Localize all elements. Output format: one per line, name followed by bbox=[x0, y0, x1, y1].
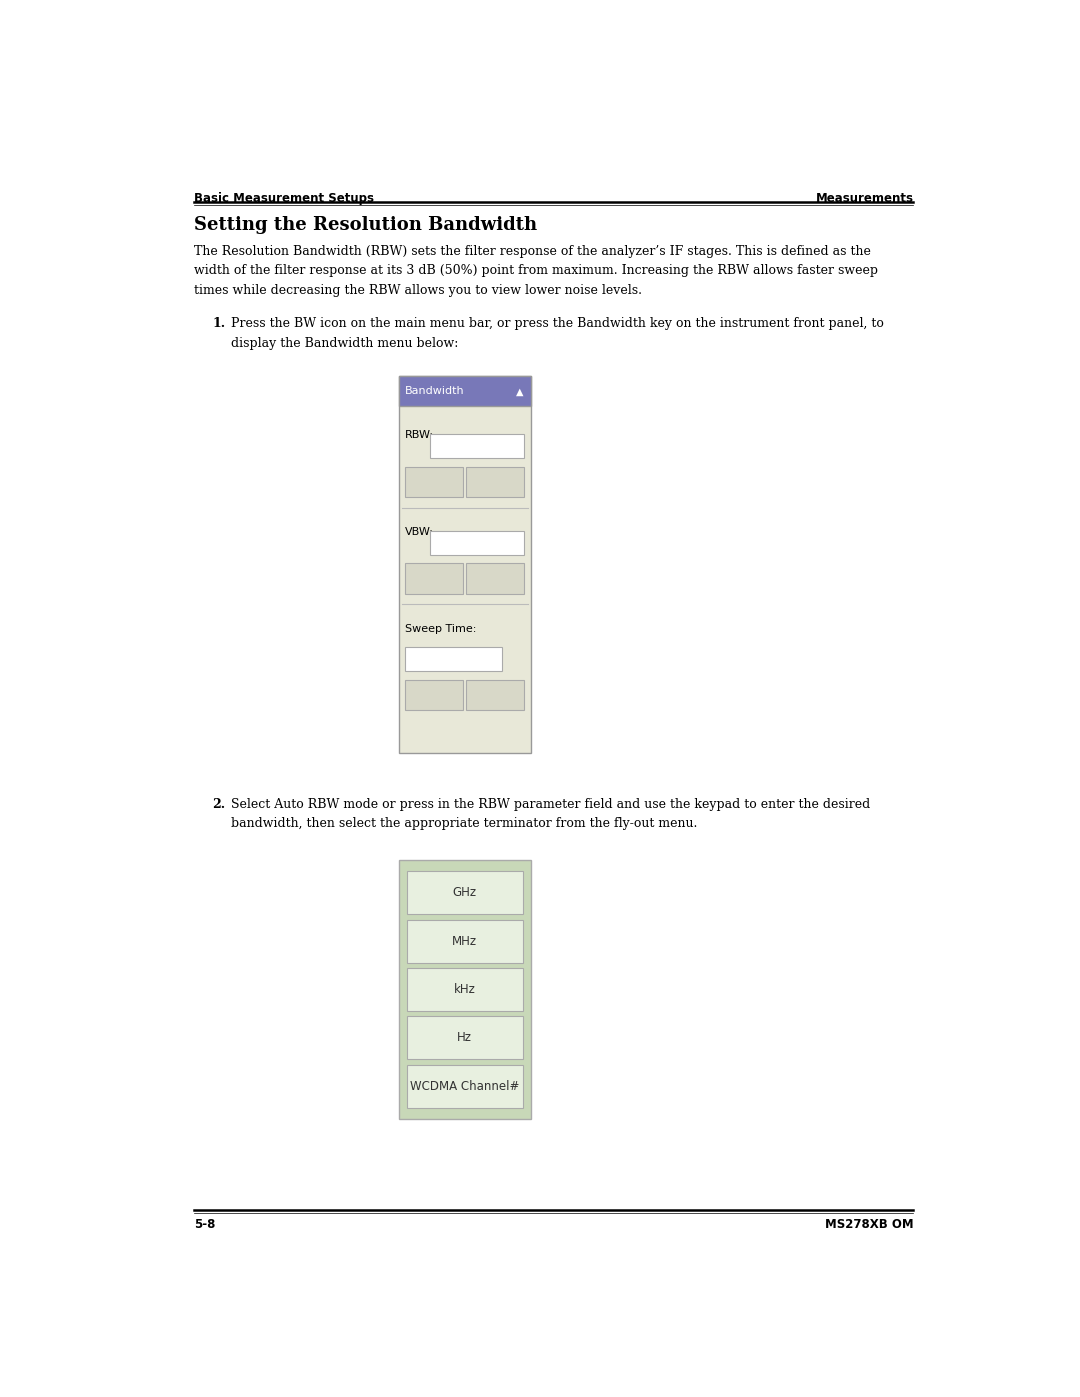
Text: Sweep Time:: Sweep Time: bbox=[405, 623, 476, 634]
Text: VBW:: VBW: bbox=[405, 527, 434, 536]
Bar bbox=[407, 919, 523, 963]
Text: 2.: 2. bbox=[212, 798, 225, 812]
Text: Auto: Auto bbox=[483, 574, 508, 584]
Text: bandwidth, then select the appropriate terminator from the fly-out menu.: bandwidth, then select the appropriate t… bbox=[231, 817, 698, 830]
Text: Manual: Manual bbox=[416, 690, 454, 700]
Bar bbox=[399, 861, 531, 1119]
Text: MHz: MHz bbox=[453, 935, 477, 947]
Text: Select Auto RBW mode or press in the RBW parameter field and use the keypad to e: Select Auto RBW mode or press in the RBW… bbox=[231, 798, 870, 812]
Text: Setting the Resolution Bandwidth: Setting the Resolution Bandwidth bbox=[193, 217, 537, 235]
Bar bbox=[405, 647, 501, 671]
Bar bbox=[467, 680, 524, 710]
Bar bbox=[405, 563, 463, 594]
Bar bbox=[407, 872, 523, 914]
Text: 3 MHz: 3 MHz bbox=[435, 538, 470, 548]
Bar bbox=[431, 434, 524, 458]
Text: ✓: ✓ bbox=[503, 682, 513, 696]
Bar bbox=[407, 1065, 523, 1108]
Text: Auto: Auto bbox=[483, 476, 508, 486]
Text: ✓: ✓ bbox=[503, 566, 513, 578]
Text: 3 MHz: 3 MHz bbox=[435, 441, 470, 451]
Text: Hz: Hz bbox=[457, 1031, 472, 1045]
Bar bbox=[405, 467, 463, 497]
Text: ✓: ✓ bbox=[503, 469, 513, 482]
Bar bbox=[467, 563, 524, 594]
Text: Manual: Manual bbox=[416, 476, 454, 486]
Bar bbox=[399, 376, 531, 407]
Text: display the Bandwidth menu below:: display the Bandwidth menu below: bbox=[231, 337, 459, 349]
Text: Manual: Manual bbox=[416, 574, 454, 584]
Bar bbox=[405, 680, 463, 710]
Text: ▲: ▲ bbox=[516, 387, 524, 397]
Bar bbox=[467, 467, 524, 497]
Text: GHz: GHz bbox=[453, 886, 477, 900]
Text: Auto: Auto bbox=[483, 690, 508, 700]
Text: kHz: kHz bbox=[454, 983, 475, 996]
Text: times while decreasing the RBW allows you to view lower noise levels.: times while decreasing the RBW allows yo… bbox=[193, 284, 642, 296]
Bar bbox=[407, 1017, 523, 1059]
Text: width of the filter response at its 3 dB (50%) point from maximum. Increasing th: width of the filter response at its 3 dB… bbox=[193, 264, 878, 278]
Text: WCDMA Channel#: WCDMA Channel# bbox=[410, 1080, 519, 1092]
Text: Bandwidth: Bandwidth bbox=[405, 387, 465, 397]
Text: Measurements: Measurements bbox=[815, 193, 914, 205]
Text: 1.: 1. bbox=[212, 317, 225, 330]
Text: RBW:: RBW: bbox=[405, 430, 434, 440]
Bar bbox=[407, 968, 523, 1011]
Text: MS278XB OM: MS278XB OM bbox=[825, 1218, 914, 1231]
Text: Press the BW icon on the main menu bar, or press the Bandwidth key on the instru: Press the BW icon on the main menu bar, … bbox=[231, 317, 885, 330]
Text: The Resolution Bandwidth (RBW) sets the filter response of the analyzer’s IF sta: The Resolution Bandwidth (RBW) sets the … bbox=[193, 244, 870, 258]
Text: 16 ms: 16 ms bbox=[410, 654, 445, 664]
Bar bbox=[399, 376, 531, 753]
Text: Basic Measurement Setups: Basic Measurement Setups bbox=[193, 193, 374, 205]
Text: 5-8: 5-8 bbox=[193, 1218, 215, 1231]
Bar bbox=[431, 531, 524, 555]
